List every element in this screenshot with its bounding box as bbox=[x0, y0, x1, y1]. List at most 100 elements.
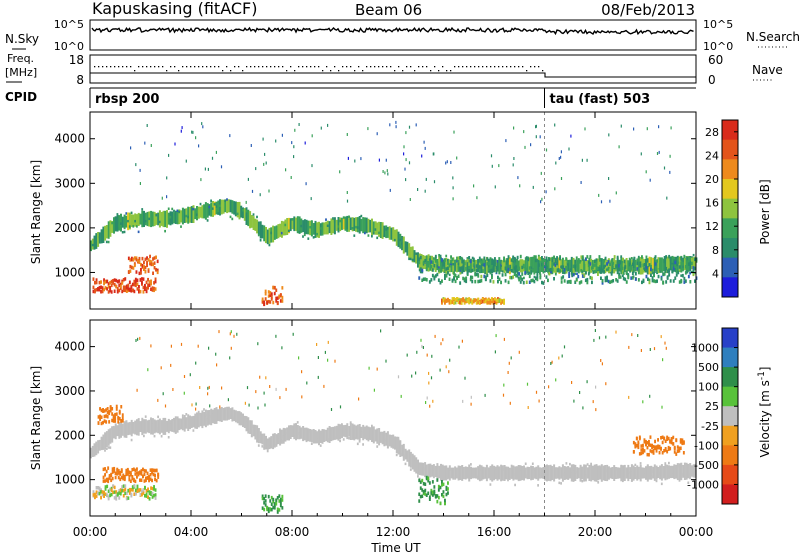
data-cell bbox=[284, 223, 287, 227]
data-cell bbox=[279, 223, 282, 237]
data-cell bbox=[144, 219, 147, 223]
data-cell bbox=[438, 254, 440, 257]
data-cell bbox=[464, 466, 467, 480]
freq-dot bbox=[490, 66, 492, 68]
data-cell bbox=[281, 494, 284, 499]
data-cell bbox=[565, 257, 568, 274]
data-cell bbox=[547, 465, 550, 481]
sparse-echo bbox=[649, 348, 651, 351]
data-cell bbox=[141, 489, 143, 494]
data-cell bbox=[112, 490, 115, 495]
sparse-echo bbox=[306, 381, 308, 385]
sparse-echo bbox=[380, 329, 382, 333]
data-cell bbox=[212, 207, 214, 210]
data-cell bbox=[335, 425, 338, 440]
sparse-echo bbox=[248, 403, 250, 407]
data-cell bbox=[122, 473, 125, 477]
data-cell bbox=[441, 301, 443, 305]
data-cell bbox=[109, 406, 112, 410]
data-cell bbox=[528, 266, 531, 270]
data-cell bbox=[661, 435, 664, 439]
data-cell bbox=[424, 462, 427, 478]
data-cell bbox=[136, 471, 138, 475]
data-cell bbox=[620, 465, 623, 468]
data-cell bbox=[263, 497, 266, 501]
data-cell bbox=[145, 476, 147, 481]
data-cell bbox=[102, 475, 105, 480]
data-cell bbox=[679, 440, 682, 444]
data-cell bbox=[167, 212, 170, 225]
data-cell bbox=[694, 257, 696, 262]
data-cell bbox=[355, 217, 358, 232]
data-cell bbox=[569, 467, 571, 479]
data-cell bbox=[650, 273, 652, 277]
data-cell bbox=[314, 220, 317, 238]
data-cell bbox=[90, 240, 92, 252]
nsky-trace bbox=[91, 26, 694, 36]
data-cell bbox=[269, 293, 272, 297]
sparse-echo bbox=[440, 342, 442, 346]
data-cell bbox=[471, 268, 474, 273]
data-cell bbox=[146, 260, 148, 265]
data-cell bbox=[661, 451, 664, 455]
data-cell bbox=[457, 266, 460, 270]
data-cell bbox=[149, 259, 151, 264]
data-cell bbox=[220, 199, 223, 215]
colorbar-cell bbox=[722, 386, 738, 407]
sparse-echo bbox=[298, 356, 300, 360]
data-cell bbox=[264, 503, 267, 507]
sparse-echo bbox=[628, 395, 630, 399]
data-cell bbox=[106, 415, 109, 419]
data-cell bbox=[491, 467, 493, 470]
data-cell bbox=[475, 467, 478, 479]
data-cell bbox=[422, 482, 425, 486]
freq-panel: 18 8 60 0 bbox=[69, 53, 724, 87]
data-cell bbox=[208, 205, 211, 209]
colorbar-cell bbox=[722, 406, 738, 427]
data-cell bbox=[448, 277, 451, 281]
velocity-frame bbox=[89, 319, 697, 517]
data-cell bbox=[247, 417, 250, 434]
sparse-echo bbox=[600, 359, 602, 362]
data-cell bbox=[379, 439, 382, 442]
data-cell bbox=[652, 258, 655, 273]
data-cell bbox=[577, 266, 580, 271]
freq-dot bbox=[386, 66, 388, 68]
data-cell bbox=[226, 406, 229, 421]
sparse-echo bbox=[293, 155, 295, 159]
data-cell bbox=[215, 205, 218, 208]
data-cell bbox=[575, 256, 578, 260]
data-cell bbox=[356, 217, 359, 233]
data-cell bbox=[684, 279, 687, 283]
data-cell bbox=[652, 448, 655, 453]
data-cell bbox=[512, 257, 515, 261]
sparse-echo bbox=[195, 407, 197, 411]
data-cell bbox=[353, 424, 356, 440]
freq-dot bbox=[530, 66, 532, 68]
data-cell bbox=[127, 283, 130, 288]
data-cell bbox=[622, 263, 625, 267]
sparse-echo bbox=[208, 346, 210, 350]
data-cell bbox=[137, 230, 140, 234]
data-cell bbox=[157, 475, 160, 479]
data-cell bbox=[265, 227, 267, 244]
data-cell bbox=[519, 467, 522, 471]
data-cell bbox=[355, 225, 357, 229]
data-cell bbox=[270, 495, 273, 500]
data-cell bbox=[462, 259, 465, 264]
data-cell bbox=[524, 462, 527, 465]
data-cell bbox=[497, 297, 499, 301]
freq-dot bbox=[362, 70, 364, 72]
data-cell bbox=[581, 466, 584, 480]
sparse-echo bbox=[339, 170, 341, 174]
sparse-echo bbox=[275, 334, 277, 338]
data-cell bbox=[348, 215, 350, 218]
data-cell bbox=[668, 268, 671, 272]
data-cell bbox=[346, 229, 349, 232]
sparse-echo bbox=[608, 133, 610, 137]
data-cell bbox=[579, 259, 582, 272]
data-cell bbox=[173, 209, 175, 213]
data-cell bbox=[139, 478, 141, 482]
data-cell bbox=[109, 289, 112, 293]
data-cell bbox=[531, 462, 534, 465]
